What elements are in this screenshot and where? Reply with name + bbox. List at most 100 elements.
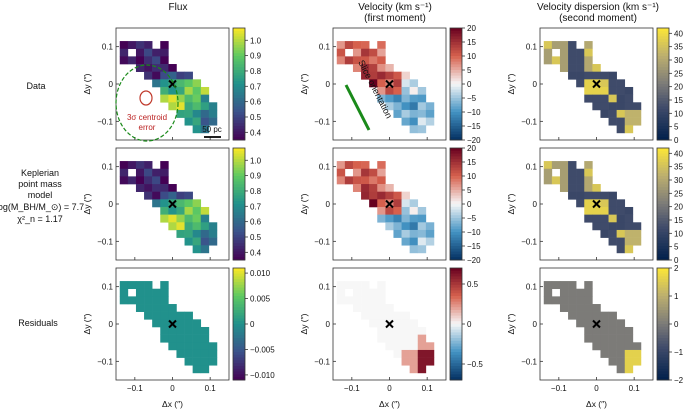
colorbar-segment [233,220,245,224]
heatmap-cell [568,191,577,200]
colorbar-segment [450,95,462,99]
heatmap-cell [409,94,419,103]
heatmap-cell [160,281,169,290]
heatmap-cell [559,48,569,57]
heatmap-cell [584,71,593,80]
colorbar-segment [233,44,245,48]
colorbar-segment [657,81,669,85]
heatmap-cell [401,94,410,103]
heatmap-cell [409,245,419,254]
heatmap-cell [608,79,617,88]
colorbar-segment [450,340,462,344]
colorbar-segment [450,240,462,244]
colorbar-segment [450,184,462,188]
heatmap-cell [200,117,210,126]
colorbar-segment [233,181,245,185]
heatmap-cell [176,214,185,223]
heatmap-cell [425,222,435,231]
heatmap-cell [559,41,569,50]
x-tick-label: 0 [170,384,175,393]
colorbar-tick-label: 0 [467,320,472,329]
colorbar-tick-label: −10 [467,228,481,237]
colorbar-segment [233,103,245,107]
heatmap-cell [608,199,617,208]
heatmap-cell [632,237,642,246]
colorbar-segment [450,178,462,182]
colorbar-segment [450,338,462,342]
colorbar-segment [233,195,245,199]
heatmap-cell [160,94,169,103]
heatmap-cell [584,56,593,65]
heatmap-cell [576,64,585,72]
colorbar-segment [450,335,462,339]
colorbar-segment [450,156,462,160]
colorbar-segment [450,287,462,291]
heatmap-cell [600,94,609,103]
heatmap-cell [152,311,161,320]
colorbar-segment [233,162,245,166]
heatmap-cell [160,64,169,72]
colorbar-tick-label: 0.7 [250,202,262,211]
heatmap-cell [344,41,354,50]
colorbar-segment [233,276,245,280]
colorbar-segment [450,86,462,90]
y-tick-label: 0 [326,80,331,89]
heatmap-cell [144,184,153,192]
heatmap-cell [401,117,410,126]
heatmap-cell [369,64,378,72]
heatmap-cell [144,311,153,320]
colorbar-segment [657,123,669,127]
nucleus-marker [168,199,177,209]
heatmap-cell [176,206,185,215]
heatmap-cell [160,319,169,328]
heatmap-cell [352,288,362,297]
heatmap-cell [200,86,210,95]
colorbar-tick-label: −0.005 [250,345,275,354]
heatmap-cell [576,184,585,192]
heatmap-cell [417,94,427,103]
heatmap-cell [576,71,585,80]
heatmap-cell [127,41,137,50]
colorbar-segment [657,226,669,230]
colorbar-segment [657,131,669,135]
y-axis-label: Δy (″) [299,73,309,94]
heatmap-cell [592,342,601,351]
heatmap-cell [369,296,378,305]
heatmap-cell [176,229,185,238]
heatmap-cell [385,191,394,200]
colorbar-segment [450,329,462,333]
heatmap-cell [200,109,210,118]
heatmap-cell [160,214,169,223]
heatmap-cell [160,161,169,170]
colorbar-segment [450,212,462,216]
heatmap-cell [361,288,370,297]
colorbar-segment [450,243,462,247]
heatmap-cell [624,349,634,358]
heatmap-cell [568,184,577,192]
heatmap-cell [551,56,561,65]
heatmap-cell [584,319,593,328]
colorbar-segment [657,103,669,107]
heatmap-cell [144,41,153,50]
heatmap-cell [192,245,202,254]
colorbar-segment [233,123,245,127]
colorbar-tick-label: 1.0 [250,36,262,45]
colorbar-segment [657,95,669,99]
colorbar-segment [657,170,669,174]
colorbar-segment [233,218,245,222]
heatmap-cell [184,86,193,95]
heatmap-cell [584,64,593,72]
heatmap-cell [576,56,585,65]
heatmap-cell [616,229,626,238]
colorbar-segment [657,58,669,62]
heatmap-cell [385,206,394,215]
y-tick-label: 0 [533,320,538,329]
x-tick-label: 0.1 [629,384,641,393]
colorbar-segment [657,112,669,116]
colorbar-segment [657,47,669,51]
heatmap-cell [176,102,185,111]
y-tick-label: 0.1 [319,163,331,172]
heatmap-cell [152,199,161,208]
heatmap-cell [385,222,394,231]
heatmap-cell [377,86,386,95]
